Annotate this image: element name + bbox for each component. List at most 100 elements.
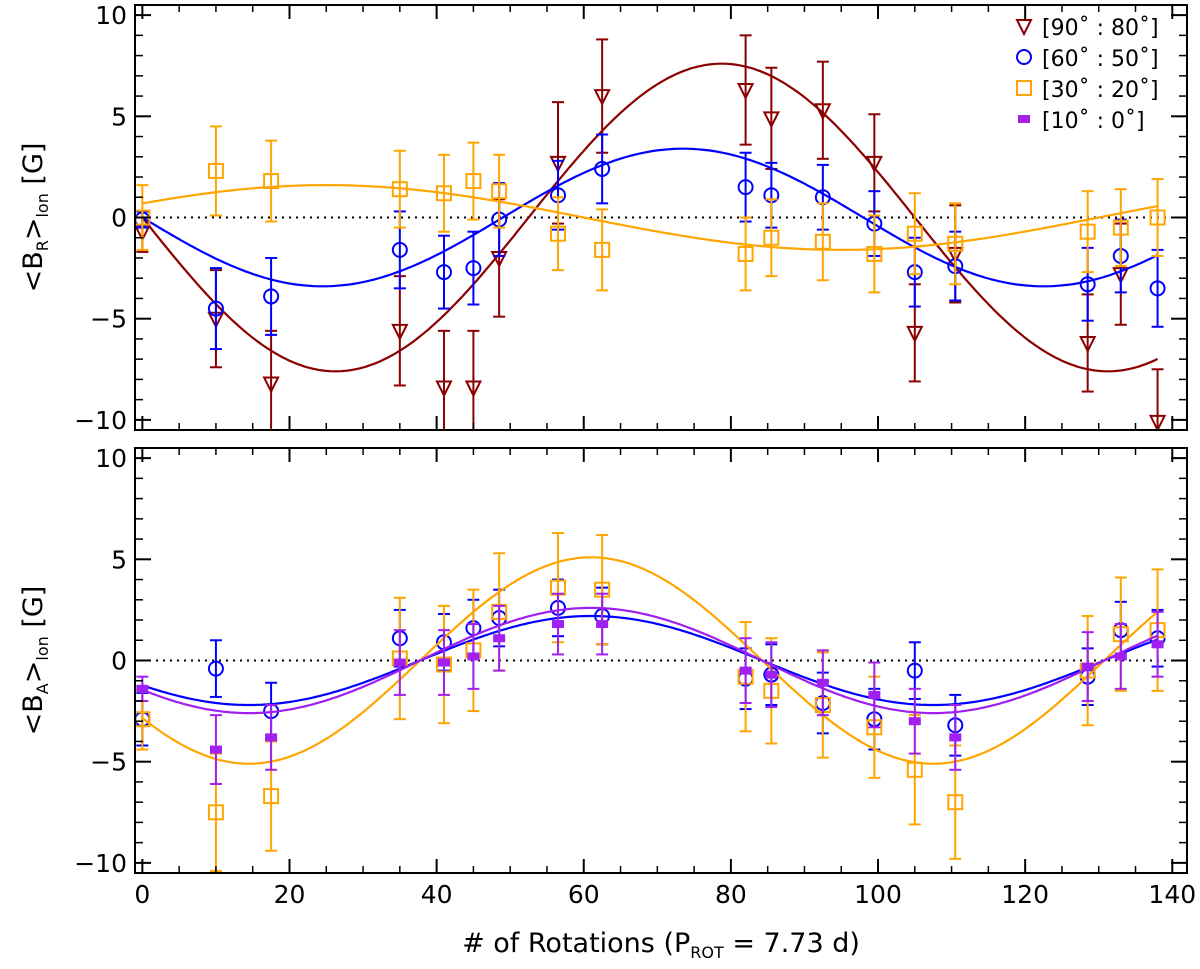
data-point: [393, 658, 406, 667]
plot-area: [135, 532, 1166, 872]
data-point: [763, 229, 780, 246]
data-point: [1079, 335, 1097, 354]
x-tick-label: 20: [274, 880, 306, 909]
data-point: [594, 241, 611, 258]
y-tick-label: 5: [111, 545, 127, 574]
data-point: [866, 245, 883, 262]
data-point: [464, 380, 483, 398]
data-point: [736, 83, 755, 101]
data-point: [491, 183, 508, 200]
data-point: [552, 620, 565, 629]
data-point: [493, 634, 506, 643]
y-tick-label: 0: [111, 647, 127, 676]
y-axis-label: <BR>lon [G]: [18, 143, 52, 293]
data-point: [465, 260, 482, 277]
legend: [90˚ : 80˚] [60˚ : 50˚] [30˚ : 20˚] [10˚ : …: [1015, 16, 1159, 134]
data-point: [549, 155, 567, 174]
data-point: [593, 89, 611, 107]
data-point: [391, 181, 408, 198]
data-point: [762, 111, 780, 129]
data-point: [207, 804, 224, 821]
y-tick-label: −10: [74, 406, 127, 435]
fit-curve: [141, 62, 1159, 373]
plot-area: [135, 34, 1167, 430]
data-point: [1079, 223, 1096, 240]
data-point: [263, 173, 280, 190]
x-tick-label: 60: [568, 880, 600, 909]
data-point: [465, 173, 482, 190]
fit-curve: [141, 556, 1159, 765]
y-axis-label: <BA>lon [G]: [18, 586, 52, 736]
data-point: [1079, 276, 1096, 293]
data-point: [814, 103, 832, 121]
data-point: [949, 733, 962, 742]
data-point: [865, 155, 883, 174]
legend-label: [10˚ : 0˚]: [1042, 109, 1145, 134]
legend-label: [90˚ : 80˚]: [1042, 16, 1159, 41]
data-point: [435, 264, 452, 281]
series-2: [136, 592, 1164, 785]
data-point: [765, 670, 778, 679]
data-point: [435, 380, 453, 398]
data-point: [1081, 662, 1094, 671]
data-point: [1149, 209, 1166, 226]
x-tick-label: 120: [1001, 880, 1049, 909]
legend-label: [30˚ : 20˚]: [1042, 78, 1159, 103]
data-point: [1112, 219, 1129, 236]
data-point: [391, 323, 409, 342]
data-point: [550, 225, 567, 242]
data-point: [1149, 280, 1166, 297]
x-axis-label: # of Rotations (PROT = 7.73 d): [462, 928, 860, 962]
data-point: [739, 666, 752, 675]
data-point: [207, 660, 224, 677]
data-point: [906, 761, 923, 778]
legend-marker: [1018, 115, 1030, 123]
data-point: [906, 325, 924, 344]
x-tick-label: 80: [715, 880, 747, 909]
data-point: [265, 733, 278, 742]
data-point: [1114, 652, 1127, 661]
data-point: [868, 690, 881, 699]
y-tick-label: −10: [74, 849, 127, 878]
y-tick-label: 10: [95, 444, 127, 473]
data-point: [435, 185, 452, 202]
series-0: [135, 578, 1166, 757]
data-point: [136, 684, 149, 693]
x-tick-label: 0: [134, 880, 150, 909]
legend-marker: [1016, 80, 1032, 96]
y-tick-label: −5: [90, 748, 127, 777]
data-point: [947, 235, 964, 252]
data-point: [594, 160, 611, 177]
series-1: [135, 133, 1166, 351]
bottom-panel: 0 20 40 60 80 100 120 140 −10 −5 0 5 10 <BA>lon [G] # …: [18, 444, 1196, 962]
data-point: [207, 162, 224, 179]
data-point: [467, 652, 480, 661]
data-point: [596, 620, 609, 629]
legend-label: [60˚ : 50˚]: [1042, 47, 1159, 72]
data-point: [906, 662, 923, 679]
data-point: [816, 678, 829, 687]
data-point: [209, 745, 222, 754]
top-panel: −10 −5 0 5 10 <BR>lon [G] [90˚ : 80˚] [60˚ : 50…: [18, 1, 1188, 435]
fit-curve: [141, 606, 1159, 715]
series-2: [135, 125, 1166, 294]
data-point: [1151, 640, 1164, 649]
fit-curve: [141, 147, 1159, 288]
data-point: [263, 288, 280, 305]
y-tick-label: 0: [111, 204, 127, 233]
series-0: [135, 34, 1167, 430]
data-point: [437, 658, 450, 667]
data-point: [737, 245, 754, 262]
data-point: [737, 179, 754, 196]
fit-curve: [142, 614, 1158, 707]
data-point: [262, 376, 280, 394]
y-tick-label: 5: [111, 102, 127, 131]
y-tick-label: 10: [95, 1, 127, 30]
fit-curve: [142, 184, 1158, 251]
x-tick-label: 40: [421, 880, 453, 909]
x-tick-label: 100: [854, 880, 902, 909]
x-tick-label: 140: [1148, 880, 1196, 909]
data-point: [908, 717, 921, 726]
data-point: [391, 241, 408, 258]
